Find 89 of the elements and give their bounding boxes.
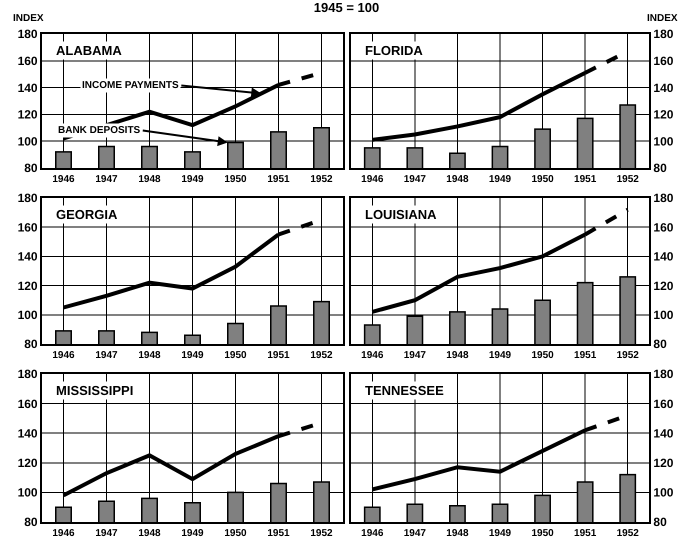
x-tick-label: 1949 [181, 528, 204, 539]
y-tick-label: 160 [18, 396, 38, 411]
y-tick-label: 160 [653, 220, 674, 234]
y-tick-label: 160 [18, 54, 38, 68]
y-tick-label: 160 [653, 396, 674, 411]
x-tick-label: 1947 [95, 174, 118, 185]
y-tick-label: 180 [18, 191, 38, 206]
y-tick-label: 100 [653, 486, 674, 500]
x-tick-label: 1947 [404, 174, 426, 185]
x-tick-label: 1949 [488, 350, 512, 361]
x-tick-label: 1950 [224, 174, 248, 185]
y-tick-label: 180 [18, 367, 38, 382]
x-tick-label: 1952 [310, 528, 334, 539]
x-tick-label: 1946 [361, 174, 384, 185]
y-tick-label: 140 [18, 426, 38, 440]
y-tick-label: 180 [653, 27, 674, 42]
x-tick-label: 1948 [446, 528, 469, 539]
series-label: BANK DEPOSITS [58, 125, 141, 136]
x-tick-label: 1948 [446, 350, 469, 361]
x-tick-label: 1952 [310, 350, 334, 361]
x-tick-label: 1946 [52, 174, 76, 185]
y-tick-label: 120 [653, 278, 674, 293]
x-tick-label: 1952 [616, 528, 640, 539]
x-tick-label: 1951 [267, 350, 290, 361]
y-tick-label: 100 [18, 134, 38, 148]
x-tick-label: 1951 [574, 528, 597, 539]
y-tick-label: 80 [653, 161, 668, 176]
y-tick-label: 120 [18, 278, 38, 293]
x-tick-label: 1951 [574, 350, 597, 361]
x-tick-label: 1950 [224, 528, 248, 539]
text: GEORGIA [56, 207, 118, 222]
y-axis-title: INDEX [13, 13, 44, 24]
x-tick-label: 1948 [138, 350, 162, 361]
y-tick-label: 80 [653, 515, 668, 530]
y-tick-label: 120 [18, 456, 38, 470]
x-tick-label: 1946 [52, 528, 76, 539]
text: ALABAMA [56, 43, 122, 58]
y-tick-label: 140 [653, 426, 674, 440]
x-tick-label: 1951 [267, 174, 290, 185]
y-tick-label: 80 [653, 337, 668, 352]
y-tick-label: 100 [653, 308, 674, 322]
y-tick-label: 140 [653, 80, 674, 95]
x-tick-label: 1950 [531, 350, 554, 361]
x-tick-label: 1948 [446, 174, 469, 185]
y-tick-label: 180 [18, 27, 38, 42]
text: MISSISSIPPI [56, 383, 134, 398]
y-tick-label: 80 [24, 515, 38, 530]
x-tick-label: 1949 [488, 528, 512, 539]
x-tick-label: 1946 [361, 528, 384, 539]
x-tick-label: 1950 [531, 528, 554, 539]
text: INCOME PAYMENTS [82, 80, 180, 91]
y-tick-label: 180 [653, 367, 674, 382]
x-tick-label: 1947 [404, 528, 426, 539]
y-tick-label: 140 [18, 80, 38, 95]
y-tick-label: 180 [653, 191, 674, 206]
y-tick-label: 80 [24, 161, 38, 176]
y-tick-label: 120 [653, 456, 674, 470]
y-tick-label: 100 [18, 308, 38, 322]
x-tick-label: 1950 [531, 174, 554, 185]
x-tick-label: 1951 [267, 528, 290, 539]
y-tick-label: 140 [653, 250, 674, 264]
y-tick-label: 160 [18, 220, 38, 234]
y-tick-label: 100 [18, 486, 38, 500]
x-tick-label: 1949 [181, 174, 204, 185]
x-tick-label: 1946 [361, 350, 384, 361]
y-tick-label: 160 [653, 54, 674, 68]
y-tick-label: 80 [24, 337, 38, 352]
x-tick-label: 1952 [616, 350, 640, 361]
y-tick-label: 120 [653, 108, 674, 122]
x-tick-label: 1948 [138, 528, 162, 539]
x-tick-label: 1950 [224, 350, 248, 361]
x-tick-label: 1952 [616, 174, 640, 185]
x-tick-label: 1948 [138, 174, 162, 185]
text: TENNESSEE [365, 383, 444, 398]
x-tick-label: 1947 [95, 350, 118, 361]
x-tick-label: 1946 [52, 350, 76, 361]
x-tick-label: 1951 [574, 174, 597, 185]
x-tick-label: 1947 [95, 528, 118, 539]
x-tick-label: 1947 [404, 350, 426, 361]
text: FLORIDA [365, 43, 424, 58]
y-axis-title: INDEX [647, 13, 678, 24]
y-tick-label: 140 [18, 250, 38, 264]
text: LOUISIANA [365, 207, 438, 222]
x-tick-label: 1952 [310, 174, 334, 185]
x-tick-label: 1949 [181, 350, 204, 361]
x-tick-label: 1949 [488, 174, 512, 185]
y-tick-label: 100 [653, 134, 674, 148]
y-tick-label: 120 [18, 108, 38, 122]
text: 1945 = 100 [314, 0, 380, 15]
